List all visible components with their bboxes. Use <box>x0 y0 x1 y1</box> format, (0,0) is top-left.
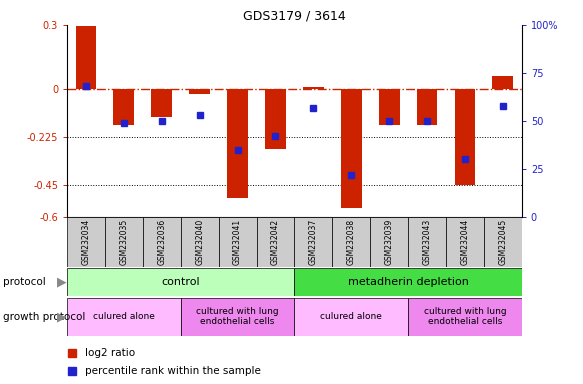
Bar <box>67 268 294 296</box>
Bar <box>455 89 475 185</box>
Bar <box>67 298 181 336</box>
Bar <box>417 89 437 125</box>
Text: GSM232035: GSM232035 <box>120 218 128 265</box>
Bar <box>152 89 172 117</box>
Bar <box>446 217 484 267</box>
Text: GSM232043: GSM232043 <box>423 218 431 265</box>
Text: cultured with lung
endothelial cells: cultured with lung endothelial cells <box>424 307 506 326</box>
Bar <box>114 89 134 125</box>
Text: percentile rank within the sample: percentile rank within the sample <box>85 366 261 376</box>
Bar <box>341 89 361 209</box>
Bar <box>76 26 96 89</box>
Text: GSM232044: GSM232044 <box>461 218 469 265</box>
Text: culured alone: culured alone <box>320 312 382 321</box>
Text: GSM232037: GSM232037 <box>309 218 318 265</box>
Bar <box>181 298 294 336</box>
Bar <box>181 217 219 267</box>
Text: GSM232038: GSM232038 <box>347 218 356 265</box>
Text: metadherin depletion: metadherin depletion <box>347 277 469 287</box>
Text: culured alone: culured alone <box>93 312 155 321</box>
Text: ▶: ▶ <box>57 310 67 323</box>
Text: GSM232042: GSM232042 <box>271 218 280 265</box>
Text: GSM232041: GSM232041 <box>233 218 242 265</box>
Bar <box>294 298 408 336</box>
Bar <box>484 217 522 267</box>
Text: growth protocol: growth protocol <box>3 312 85 322</box>
Text: protocol: protocol <box>3 277 45 287</box>
Bar <box>257 217 294 267</box>
Text: GSM232040: GSM232040 <box>195 218 204 265</box>
Bar <box>105 217 143 267</box>
Text: ▶: ▶ <box>57 276 67 289</box>
Bar <box>265 89 286 149</box>
Bar <box>189 89 210 94</box>
Text: GSM232045: GSM232045 <box>498 218 507 265</box>
Text: GSM232036: GSM232036 <box>157 218 166 265</box>
Bar <box>370 217 408 267</box>
Bar <box>227 89 248 198</box>
Text: GSM232034: GSM232034 <box>82 218 90 265</box>
Bar <box>379 89 399 125</box>
Text: GSM232039: GSM232039 <box>385 218 394 265</box>
Title: GDS3179 / 3614: GDS3179 / 3614 <box>243 9 346 22</box>
Bar <box>294 217 332 267</box>
Bar <box>67 217 105 267</box>
Bar <box>294 268 522 296</box>
Text: cultured with lung
endothelial cells: cultured with lung endothelial cells <box>196 307 279 326</box>
Bar <box>493 76 513 89</box>
Bar <box>143 217 181 267</box>
Bar <box>219 217 257 267</box>
Bar <box>408 298 522 336</box>
Bar <box>408 217 446 267</box>
Text: log2 ratio: log2 ratio <box>85 348 135 358</box>
Bar <box>303 87 324 89</box>
Bar <box>332 217 370 267</box>
Text: control: control <box>161 277 200 287</box>
